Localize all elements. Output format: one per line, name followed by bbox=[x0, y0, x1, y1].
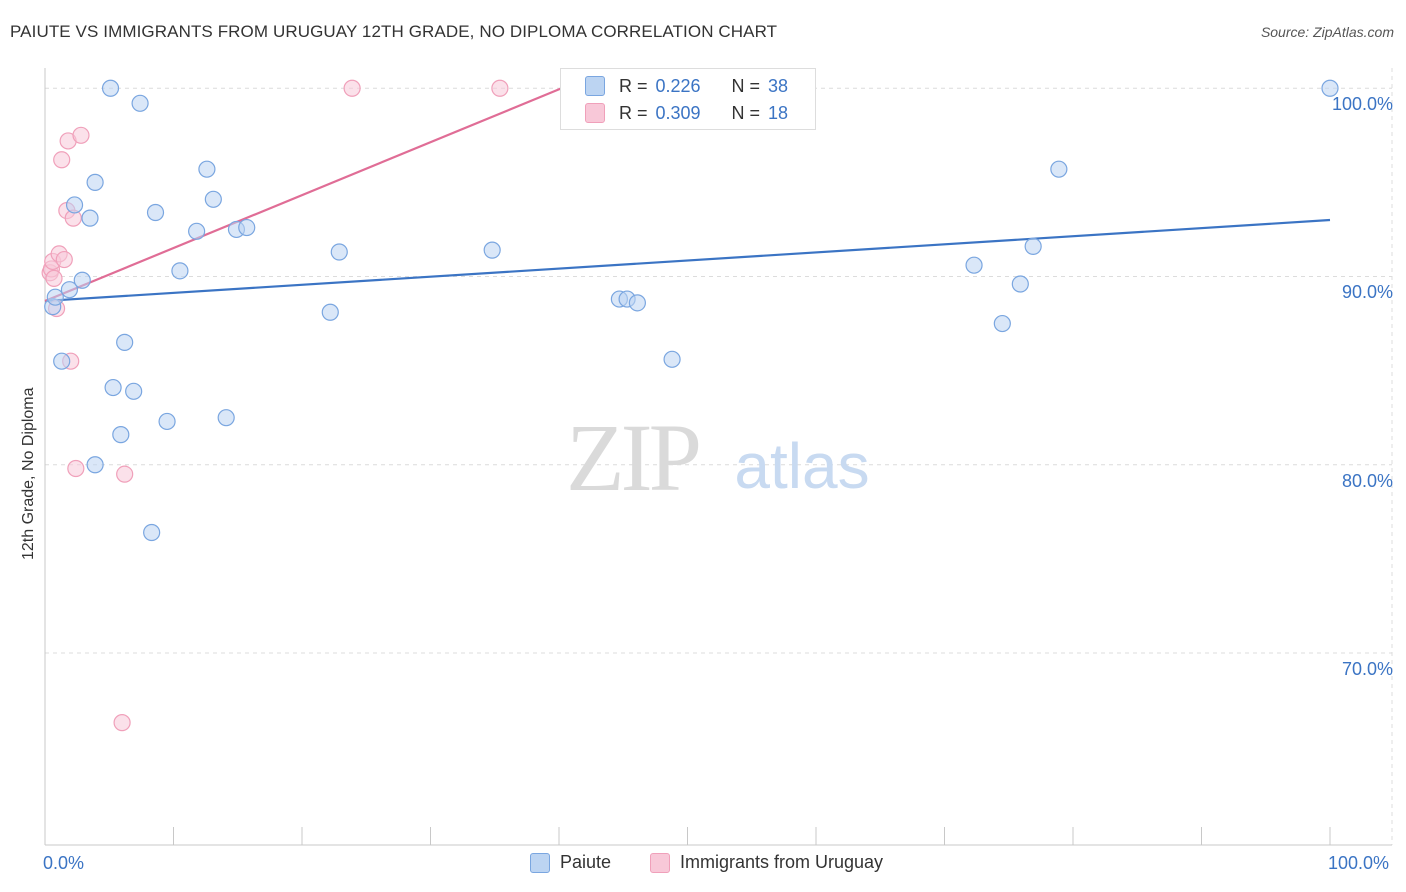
stats-r-value: 0.309 bbox=[655, 102, 701, 123]
stats-n-value: 38 bbox=[768, 75, 789, 96]
legend-swatch-paiute bbox=[530, 852, 550, 873]
point-paiute bbox=[204, 190, 222, 208]
point-uruguay bbox=[116, 465, 134, 483]
point-paiute bbox=[104, 378, 122, 397]
stats-r-label: R = bbox=[619, 75, 648, 96]
point-paiute bbox=[60, 281, 79, 299]
point-paiute bbox=[46, 288, 64, 306]
legend-item-uruguay[interactable]: Immigrants from Uruguay bbox=[650, 852, 883, 873]
legend-label-paiute: Paiute bbox=[560, 852, 612, 872]
point-paiute bbox=[330, 243, 348, 261]
y-axis-title-text: 12th Grade, No Diploma bbox=[20, 387, 37, 560]
point-uruguay bbox=[45, 269, 63, 287]
point-paiute bbox=[171, 262, 189, 280]
point-paiute bbox=[101, 79, 120, 97]
point-paiute bbox=[131, 94, 149, 112]
y-tick-label: 70.0% bbox=[1341, 658, 1393, 679]
point-uruguay bbox=[343, 79, 361, 97]
point-paiute bbox=[238, 218, 256, 237]
watermark: ZIP atlas bbox=[566, 404, 870, 511]
stats-n-label: N = bbox=[731, 102, 761, 123]
y-tick-label: 80.0% bbox=[1341, 470, 1393, 491]
data-points bbox=[41, 79, 1339, 732]
stats-row-paiute: R = 0.226 N = 38 bbox=[585, 73, 789, 99]
legend-item-paiute[interactable]: Paiute bbox=[530, 852, 611, 873]
point-paiute bbox=[188, 222, 206, 240]
point-paiute bbox=[125, 382, 143, 400]
watermark-atlas: atlas bbox=[734, 430, 869, 502]
trend-line-paiute bbox=[44, 218, 1331, 303]
point-paiute bbox=[993, 314, 1011, 333]
y-tick-label: 100.0% bbox=[1331, 94, 1393, 115]
point-uruguay bbox=[113, 714, 131, 732]
chart-title: PAIUTE VS IMMIGRANTS FROM URUGUAY 12TH G… bbox=[10, 22, 778, 41]
point-paiute bbox=[158, 412, 176, 431]
point-paiute bbox=[146, 203, 165, 222]
legend-swatch-uruguay bbox=[650, 852, 670, 873]
stats-n-label: N = bbox=[731, 75, 761, 96]
point-paiute bbox=[73, 271, 91, 289]
point-paiute bbox=[143, 523, 161, 542]
stats-r-label: R = bbox=[619, 102, 648, 123]
legend-label-uruguay: Immigrants from Uruguay bbox=[680, 852, 884, 872]
y-axis-title: 12th Grade, No Diploma bbox=[18, 340, 44, 580]
stats-swatch-paiute bbox=[585, 76, 605, 96]
point-paiute bbox=[112, 426, 130, 444]
point-uruguay bbox=[55, 250, 73, 269]
x-tick-label-right: 100.0% bbox=[1328, 853, 1390, 873]
stats-r-value: 0.226 bbox=[655, 75, 701, 96]
point-paiute bbox=[663, 350, 681, 368]
point-paiute bbox=[65, 196, 84, 214]
point-paiute bbox=[1050, 160, 1068, 178]
axes bbox=[44, 68, 1392, 846]
point-uruguay bbox=[53, 151, 71, 169]
point-paiute bbox=[321, 303, 339, 321]
watermark-zip: ZIP bbox=[566, 404, 699, 511]
trend-line-uruguay bbox=[44, 87, 562, 302]
stats-swatch-uruguay bbox=[585, 103, 605, 123]
correlation-stats-box: R = 0.226 N = 38 R = 0.309 N = 18 bbox=[560, 68, 816, 130]
point-paiute bbox=[53, 352, 71, 370]
point-paiute bbox=[1024, 237, 1042, 255]
point-paiute bbox=[483, 241, 501, 259]
point-uruguay bbox=[491, 79, 509, 97]
point-paiute bbox=[965, 256, 983, 274]
point-paiute bbox=[628, 294, 646, 312]
point-uruguay bbox=[67, 459, 85, 478]
stats-n-value: 18 bbox=[768, 102, 789, 123]
point-paiute bbox=[86, 456, 104, 474]
legend: Paiute Immigrants from Uruguay bbox=[0, 852, 1406, 878]
point-paiute bbox=[86, 173, 104, 191]
point-paiute bbox=[1321, 79, 1339, 97]
point-paiute bbox=[116, 333, 134, 351]
point-paiute bbox=[217, 409, 235, 427]
point-paiute bbox=[81, 209, 99, 227]
trend-lines bbox=[44, 87, 1331, 303]
point-paiute bbox=[1011, 275, 1029, 293]
point-uruguay bbox=[72, 126, 90, 144]
grid-lines bbox=[45, 68, 1393, 845]
point-paiute bbox=[198, 160, 216, 178]
stats-row-uruguay: R = 0.309 N = 18 bbox=[585, 100, 789, 126]
source-label: Source: ZipAtlas.com bbox=[1260, 24, 1394, 40]
x-tick-label-left: 0.0% bbox=[43, 853, 85, 873]
y-tick-label: 90.0% bbox=[1341, 282, 1393, 303]
